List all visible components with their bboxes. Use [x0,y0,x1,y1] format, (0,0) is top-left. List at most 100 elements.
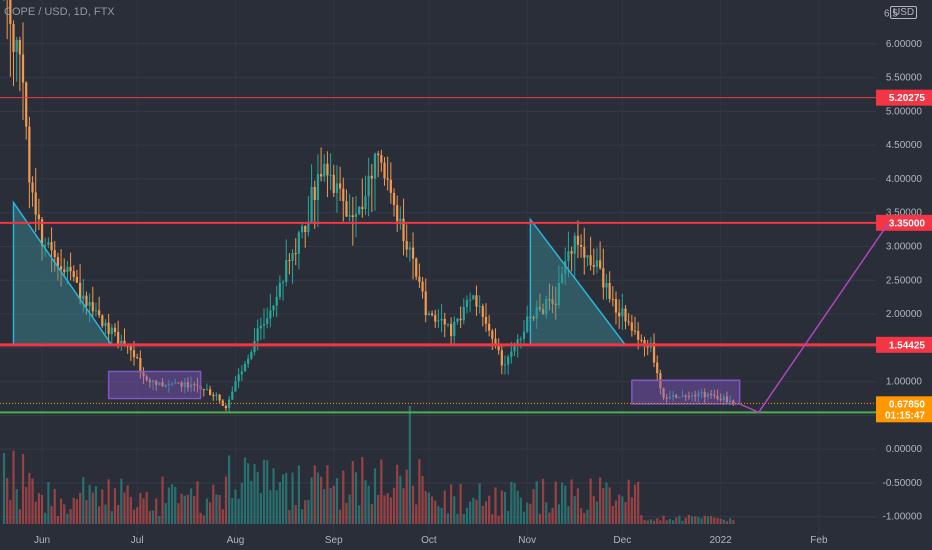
candle-body [272,305,275,311]
candle-body [570,251,573,254]
volume-bar [516,490,519,524]
candle-body [148,380,151,383]
volume-bar [316,472,320,524]
volume-bar [449,484,453,524]
volume-bar [335,478,339,524]
volume-bar [678,515,681,524]
candle-body [174,382,177,384]
candle-body [408,247,411,250]
candle-body [402,218,405,242]
volume-bar [304,500,307,524]
volume-bar [526,502,529,524]
candle-body [158,382,161,386]
candle-body [339,183,342,189]
candle-body [12,24,15,52]
volume-bar [478,483,481,524]
candle-body [503,364,507,366]
candle-body [557,283,561,306]
volume-bar [589,478,592,524]
volume-bar [208,502,212,524]
volume-bar [668,518,672,524]
volume-bar [202,515,205,524]
volume-bar [389,497,392,524]
candle-body [85,295,88,306]
y-tick-label: 2.00000 [886,309,923,320]
candle-body [491,330,494,339]
volume-bar [104,504,107,524]
candle-body [621,308,624,317]
resistance-mid-label: 3.35000 [889,218,926,229]
volume-bar [377,494,380,524]
volume-bar [459,483,462,524]
volume-bar [186,494,190,524]
volume-bar [624,502,627,524]
volume-bar [332,485,335,524]
candle-body [519,338,522,340]
candle-body [78,282,82,300]
candle-body [291,253,294,261]
candle-body [551,299,554,304]
countdown-label: 01:15:47 [885,410,925,421]
volume-bar [656,518,659,524]
volume-bar [405,469,408,524]
candle-body [63,269,66,272]
candle-body [44,244,47,246]
volume-bar [237,498,240,524]
volume-bar [443,490,446,524]
candle-body [389,179,392,193]
candle-body [285,260,288,283]
box-1[interactable] [107,370,202,400]
resistance-mid-label-box [876,214,932,231]
volume-bar [415,504,418,524]
candle-body [364,196,367,210]
volume-bar [700,518,703,524]
candle-body [370,175,373,179]
candle-body [193,384,196,386]
volume-bar [732,520,735,524]
volume-bar [183,495,186,524]
volume-bar [113,488,117,524]
volume-bar [117,504,120,524]
volume-bar [513,482,516,524]
candle-body [47,242,50,245]
candle-body [177,382,180,384]
candle-body [101,315,104,327]
candle-body [595,260,599,267]
candle-body [456,318,459,322]
candle-body [75,276,79,283]
volume-bar [94,486,98,524]
volume-bar [484,501,488,524]
volume-bar [345,502,348,524]
candle-body [56,257,60,267]
volume-bar [408,406,411,524]
volume-bar [729,518,732,524]
volume-bar [373,468,377,524]
volume-bar [319,476,323,524]
candle-body [522,331,526,339]
candle-body [218,394,221,401]
projection-path[interactable] [739,222,890,414]
price-scale-toggle[interactable]: USD [890,6,918,19]
box-2[interactable] [631,379,741,405]
x-tick-label: Feb [810,535,828,546]
candle-body [367,175,370,197]
candle-body [72,271,75,277]
candle-body [253,340,256,353]
candle-body [532,316,535,319]
volume-bar [281,474,285,524]
y-tick-label: 0.00000 [886,444,923,455]
volume-bar [576,488,580,524]
candle-body [319,174,323,177]
candle-body [40,219,44,246]
candle-body [418,276,421,282]
volume-bar [618,494,621,524]
candle-body [380,155,383,163]
volume-bar [421,476,424,524]
volume-bar [256,471,259,524]
volume-bar [602,487,605,524]
candle-body [643,340,646,346]
volume-bar [253,464,256,524]
volume-bar [174,486,177,524]
